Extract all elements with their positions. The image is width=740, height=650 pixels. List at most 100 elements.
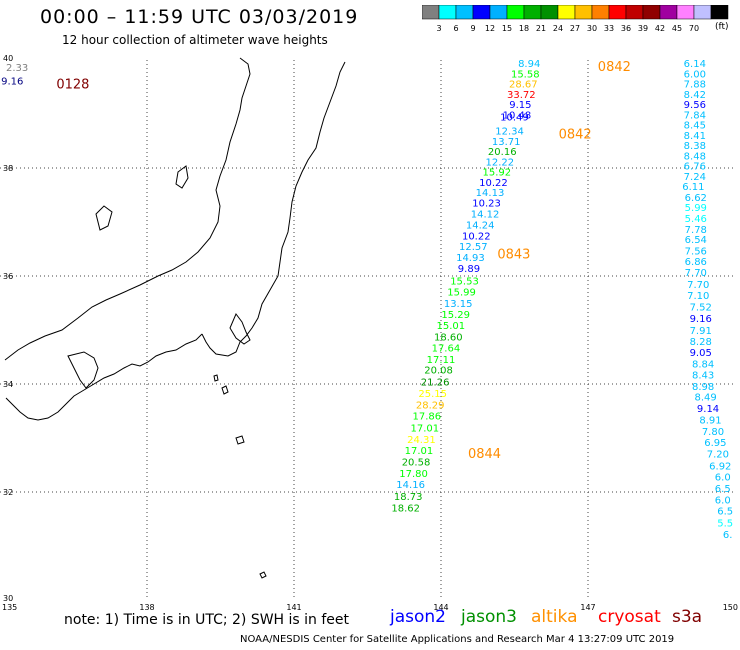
- wave-height-value: 8.28: [690, 337, 712, 348]
- wave-height-value: 8.49: [694, 393, 716, 404]
- wave-height-value: 6.95: [704, 438, 726, 449]
- wave-height-value: 9.15: [509, 100, 531, 111]
- wave-height-value: 7.24: [684, 172, 706, 183]
- wave-height-value: 17.11: [427, 355, 456, 366]
- wave-height-value: 6.54: [685, 235, 707, 246]
- wave-height-value: 8.45: [684, 121, 706, 132]
- wave-height-value: 7.80: [702, 427, 724, 438]
- wave-height-value: 17.64: [432, 344, 461, 355]
- x-tick-label: 141: [286, 603, 301, 612]
- pass-time-label: 0843: [497, 247, 530, 262]
- wave-height-value: 15.53: [450, 277, 479, 288]
- colorbar-tick-label: 33: [604, 24, 614, 33]
- coastline-bay: [229, 313, 251, 345]
- legend-item-cryosat: cryosat: [598, 607, 661, 627]
- coastline-islet-3: [213, 374, 219, 382]
- wave-height-value: 13.71: [492, 137, 521, 148]
- coastline: [4, 57, 346, 579]
- wave-height-value: 18.73: [394, 492, 423, 503]
- wave-height-value: 18.62: [391, 503, 420, 514]
- wave-height-value: 9.16: [1, 76, 23, 87]
- wave-height-value: 8.84: [692, 359, 714, 370]
- x-tick-label: 150: [723, 603, 738, 612]
- wave-height-value: 24.31: [407, 435, 436, 446]
- wave-height-value: 25.15: [418, 389, 447, 400]
- wave-height-value: 5.99: [685, 203, 707, 214]
- wave-height-value: 14.16: [396, 480, 425, 491]
- wave-height-value: 18.60: [434, 332, 463, 343]
- wave-height-value: 8.48: [684, 151, 706, 162]
- credit-line: NOAA/NESDIS Center for Satellite Applica…: [240, 634, 675, 645]
- y-tick-label: 34: [3, 380, 13, 389]
- wave-height-value: 8.42: [684, 90, 706, 101]
- y-tick-label: 32: [3, 488, 13, 497]
- wave-height-value: 7.91: [690, 326, 712, 337]
- x-tick-label: 135: [2, 603, 17, 612]
- colorbar-tick-label: 30: [587, 24, 597, 33]
- lat-lon-grid: [0, 60, 735, 600]
- wave-height-value: 7.70: [687, 280, 709, 291]
- wave-height-value: 33.72: [507, 90, 536, 101]
- colorbar-tick-label: 18: [519, 24, 529, 33]
- colorbar-tick-label: 42: [655, 24, 665, 33]
- wave-height-value: 20.16: [488, 147, 517, 158]
- colorbar-swatch: [710, 5, 729, 20]
- colorbar-unit-label: (ft): [715, 22, 729, 32]
- wave-height-value: 17.86: [412, 412, 441, 423]
- wave-height-value: 5.46: [685, 214, 707, 225]
- wave-height-value: 10.49: [500, 112, 529, 123]
- y-tick-label: 36: [3, 272, 13, 281]
- wave-height-value: 10.22: [479, 178, 508, 189]
- pass-time-label: 0842: [598, 60, 631, 75]
- wave-height-tracks: 2.33 9.16 8.9415.5828.6733.729.1510.4810.4…: [1, 59, 733, 541]
- wave-height-value: 5.5: [717, 519, 733, 530]
- legend-item-jason2: jason2: [390, 607, 446, 627]
- wave-height-value: 15.92: [483, 168, 512, 179]
- coastline-islet-1: [235, 435, 245, 445]
- wave-height-value: 28.29: [416, 400, 445, 411]
- wave-height-value: 9.05: [690, 348, 712, 359]
- coastline-islet-4: [259, 571, 267, 579]
- chart-subtitle: 12 hour collection of altimeter wave hei…: [62, 33, 328, 47]
- footer-note: note: 1) Time is in UTC; 2) SWH is in fe…: [64, 612, 350, 628]
- legend-item-jason3: jason3: [461, 607, 517, 627]
- wave-height-value: 12.34: [495, 127, 524, 138]
- wave-height-value: 15.01: [436, 321, 465, 332]
- wave-height-value: 7.78: [685, 225, 707, 236]
- wave-height-value: 15.58: [511, 69, 540, 80]
- color-scale-bar: 3 6 9 12 15 18 21 24 27 30 33 36 39 42 45 70: [422, 5, 729, 33]
- legend-item-s3a: s3a: [672, 607, 703, 627]
- wave-height-value: 17.80: [399, 469, 428, 480]
- wave-height-value: 7.52: [690, 303, 712, 314]
- wave-height-value: 6.5: [717, 507, 733, 518]
- x-tick-label: 144: [433, 603, 448, 612]
- wave-height-value: 7.88: [684, 80, 706, 91]
- wave-height-value: 10.23: [472, 198, 501, 209]
- wave-height-value: 10.22: [462, 231, 491, 242]
- wave-height-value: 7.70: [685, 268, 707, 279]
- colorbar-tick-label: 6: [453, 24, 458, 33]
- wave-height-value: 17.01: [405, 446, 434, 457]
- y-tick-label: 40: [3, 54, 13, 63]
- wave-height-value: 7.10: [687, 291, 709, 302]
- wave-height-value: 6.92: [709, 461, 731, 472]
- pass-time-labels: 012808420842084308440250C: [56, 60, 631, 462]
- coastline-kanto-south: [5, 333, 203, 421]
- wave-height-value: 14.24: [466, 220, 495, 231]
- wave-height-value: 6.0: [715, 495, 731, 506]
- colorbar-tick-label: 39: [638, 24, 648, 33]
- wave-height-value: 8.43: [692, 371, 714, 382]
- wave-height-value: 8.38: [684, 141, 706, 152]
- wave-height-value: 6.86: [685, 257, 707, 268]
- x-tick-label: 147: [580, 603, 595, 612]
- coastline-peninsula: [67, 351, 99, 389]
- wave-height-value: 12.22: [485, 157, 514, 168]
- wave-height-value: 14.12: [471, 210, 500, 221]
- legend-item-altika: altika: [531, 607, 578, 627]
- wave-height-value: 21.26: [421, 378, 450, 389]
- pass-time-label: 0128: [56, 77, 89, 92]
- wave-height-value: 14.93: [456, 253, 485, 264]
- colorbar-tick-label: 70: [689, 24, 699, 33]
- pass-time-label: 0842: [559, 128, 592, 143]
